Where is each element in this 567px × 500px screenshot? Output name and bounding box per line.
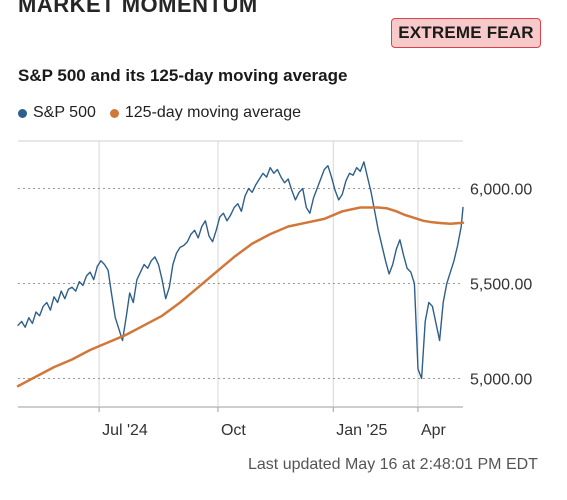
legend-dot-ma125 — [109, 108, 119, 118]
legend-item-ma125: 125-day moving average — [109, 104, 301, 122]
x-tick-label: Jul '24 — [102, 422, 148, 439]
series-line-ma125 — [16, 206, 465, 388]
header-title: MARKET MOMENTUM — [18, 0, 258, 17]
y-tick-label: 5,000.00 — [470, 372, 532, 389]
y-tick-label: 5,500.00 — [470, 277, 532, 294]
legend-dot-sp500 — [18, 108, 27, 118]
x-tick-label: Jan '25 — [336, 422, 387, 439]
series-line-sp500 — [17, 161, 464, 380]
x-tick-label: Oct — [221, 422, 246, 439]
x-tick-label: Apr — [421, 422, 447, 439]
y-tick-label: 6,000.00 — [470, 182, 532, 199]
chart-title: S&P 500 and its 125-day moving average — [18, 66, 348, 85]
last-updated: Last updated May 16 at 2:48:01 PM EDT — [248, 456, 538, 473]
chart-legend: S&P 500 125-day moving average — [18, 104, 315, 122]
legend-item-sp500: S&P 500 — [18, 104, 96, 122]
legend-label-ma125: 125-day moving average — [124, 104, 301, 121]
legend-label-sp500: S&P 500 — [33, 104, 96, 121]
sentiment-badge: EXTREME FEAR — [391, 18, 541, 48]
